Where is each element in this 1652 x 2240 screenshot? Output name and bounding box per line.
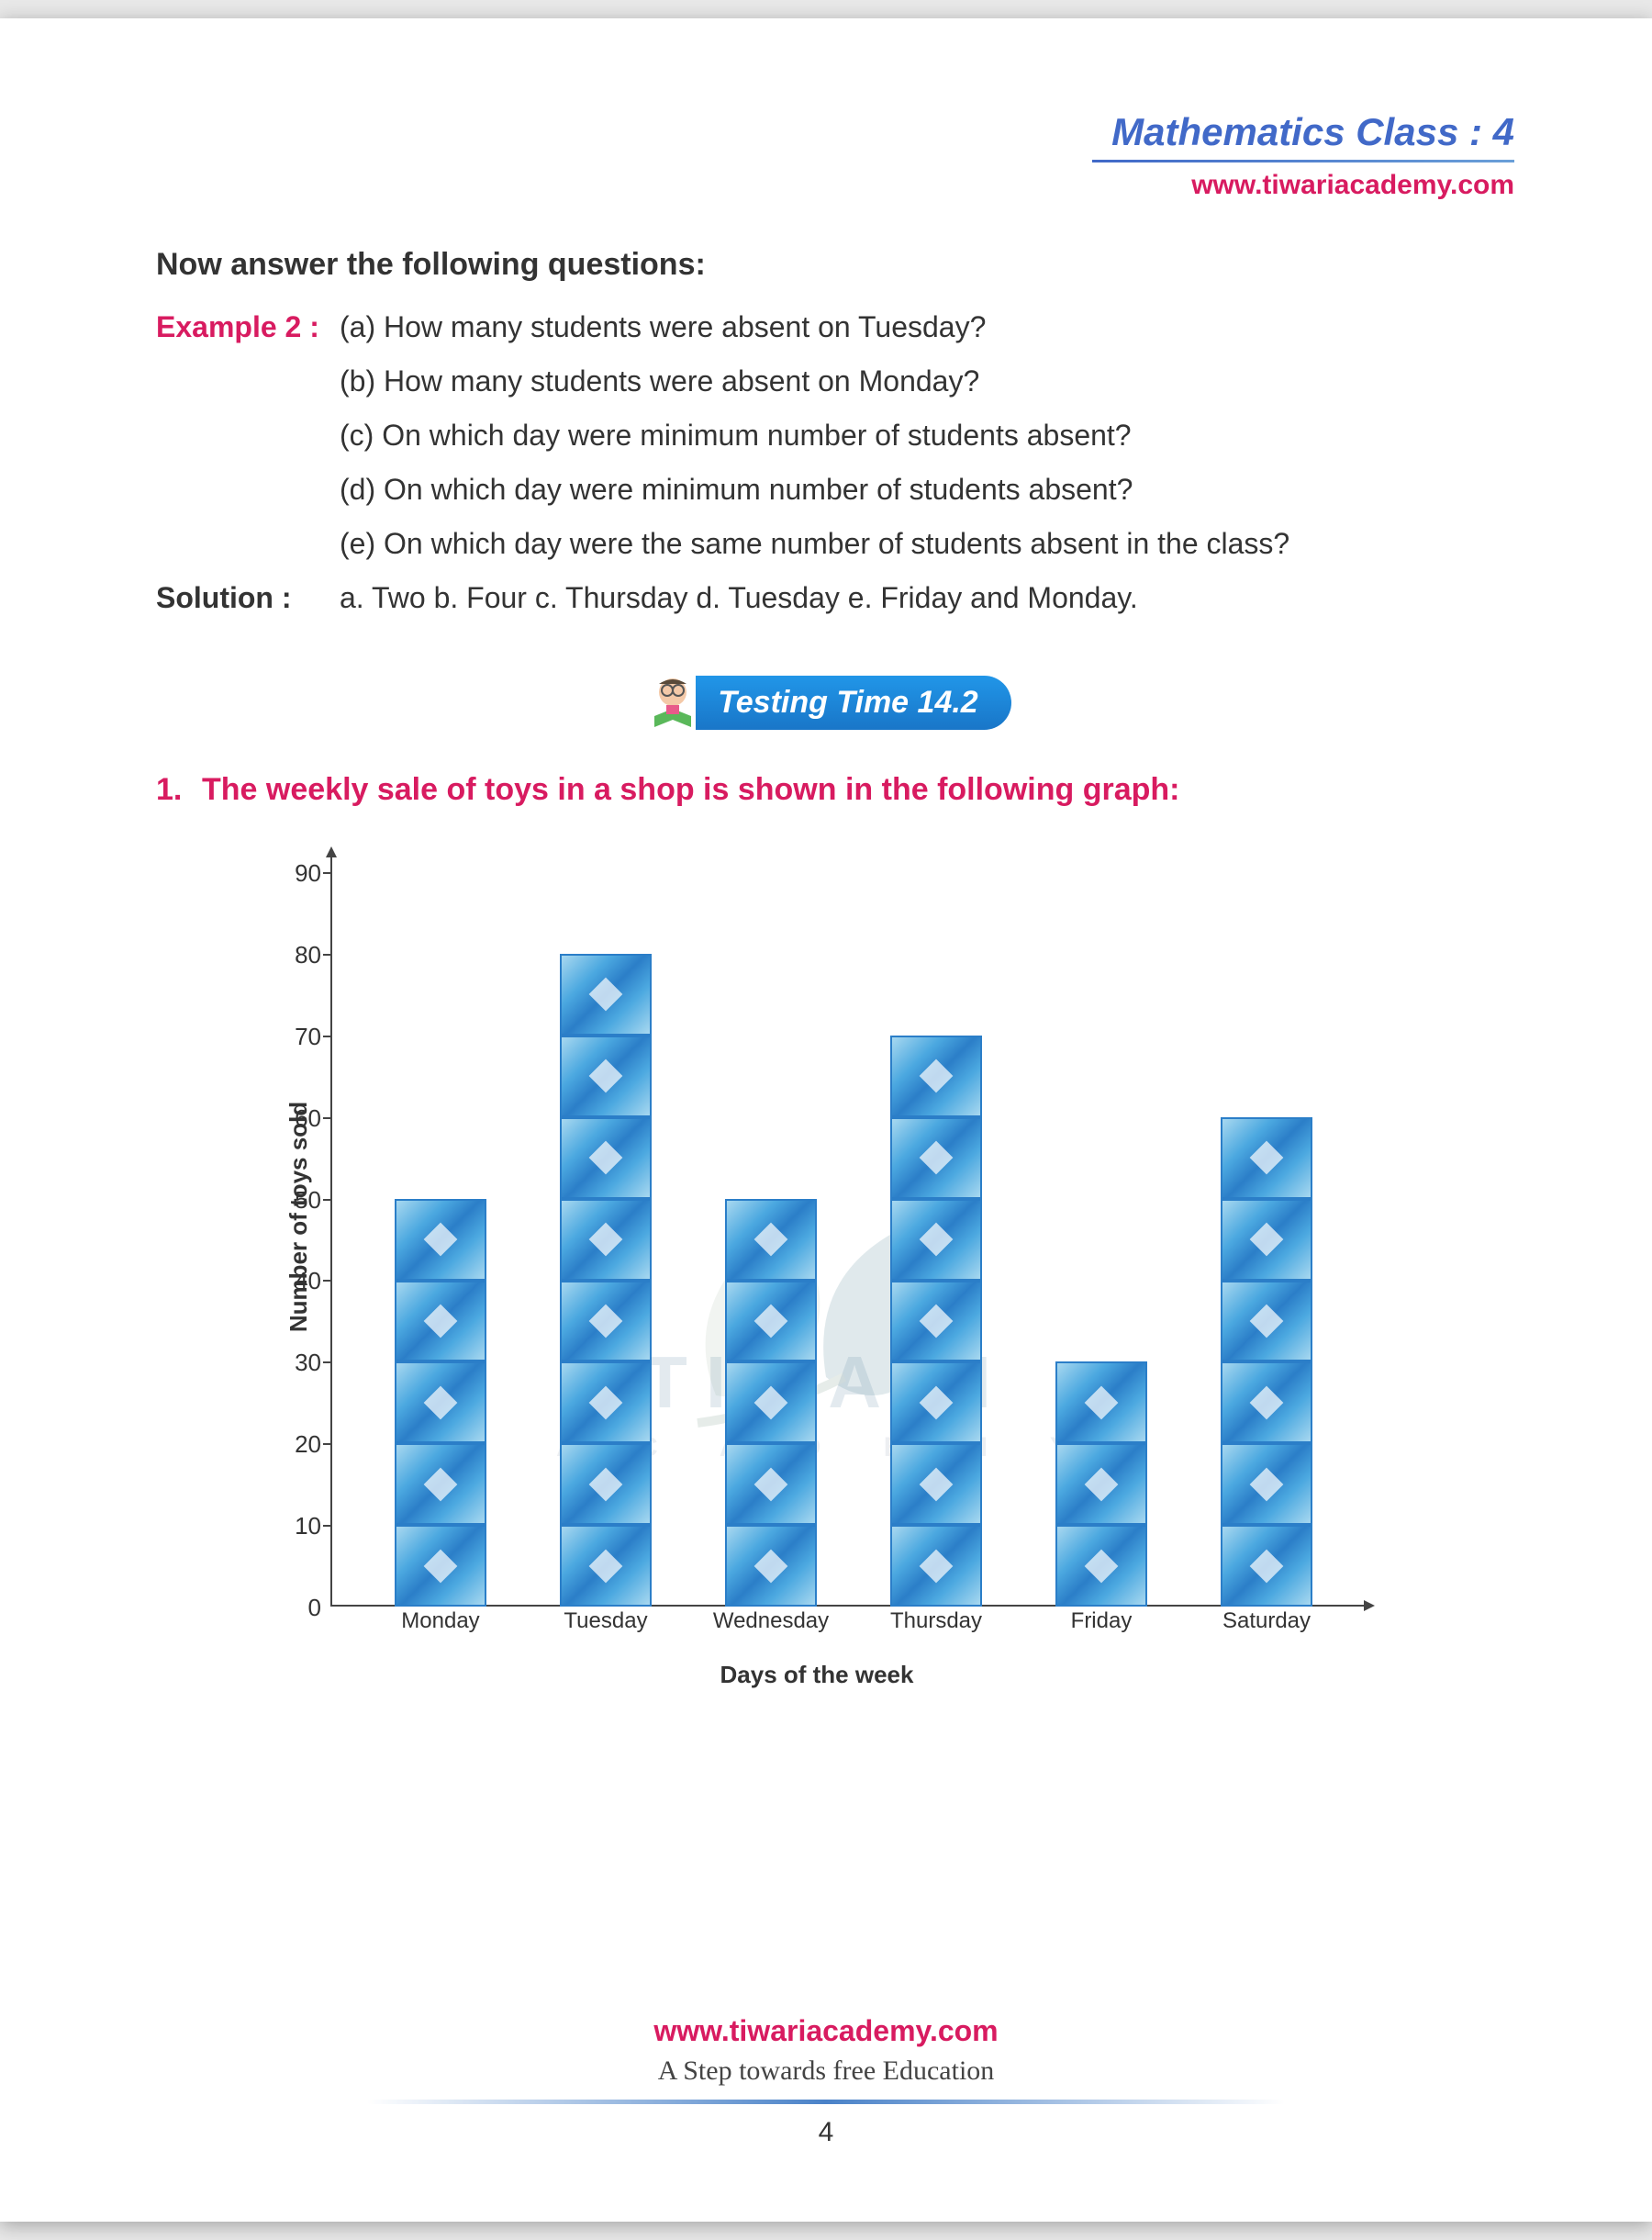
y-tick-mark [323, 1361, 332, 1363]
x-category-label: Friday [1037, 1608, 1166, 1634]
solution-label: Solution : [156, 581, 340, 615]
y-axis-label: Number of toys sold [285, 1102, 313, 1332]
example-a: (a) How many students were absent on Tue… [340, 310, 986, 344]
example-row-e: (e) On which day were the same number of… [340, 527, 1514, 561]
example-row-c: (c) On which day were minimum number of … [340, 419, 1514, 453]
page: TIWARI A C A D E M Y Mathematics Class :… [0, 18, 1652, 2222]
question-1: 1. The weekly sale of toys in a shop is … [156, 772, 1514, 808]
child-reading-icon [641, 670, 705, 734]
y-tick-label: 50 [285, 1186, 321, 1215]
y-tick-mark [323, 1199, 332, 1201]
chart-wrap: Number of toys sold Days of the week 010… [266, 854, 1514, 1662]
y-tick-label: 10 [285, 1512, 321, 1540]
header-underline [1092, 160, 1514, 162]
question-text: The weekly sale of toys in a shop is sho… [202, 772, 1179, 808]
badge-text: Testing Time 14.2 [696, 676, 1010, 730]
y-tick-label: 60 [285, 1104, 321, 1133]
badge-wrap: Testing Time 14.2 [138, 670, 1514, 739]
example-row-a: Example 2 : (a) How many students were a… [156, 310, 1514, 344]
page-number: 4 [0, 2117, 1652, 2148]
y-tick-label: 90 [285, 859, 321, 888]
y-tick-mark [323, 1117, 332, 1119]
solution-text: a. Two b. Four c. Thursday d. Tuesday e.… [340, 581, 1138, 615]
y-axis [330, 854, 332, 1607]
example-row-d: (d) On which day were minimum number of … [340, 473, 1514, 507]
intro-text: Now answer the following questions: [156, 247, 1514, 283]
x-category-label: Thursday [872, 1608, 1000, 1634]
question-num: 1. [156, 772, 202, 808]
y-tick-mark [323, 1036, 332, 1037]
example-row-b: (b) How many students were absent on Mon… [340, 364, 1514, 398]
x-category-label: Saturday [1202, 1608, 1331, 1634]
footer-url: www.tiwariacademy.com [0, 2014, 1652, 2048]
footer: www.tiwariacademy.com A Step towards fre… [0, 2014, 1652, 2148]
bar-chart: Number of toys sold Days of the week 010… [266, 854, 1367, 1662]
header-url: www.tiwariacademy.com [138, 170, 1514, 201]
y-tick-label: 70 [285, 1023, 321, 1051]
header-title: Mathematics Class : 4 [138, 110, 1514, 154]
y-tick-mark [323, 954, 332, 956]
y-tick-label: 80 [285, 941, 321, 969]
y-tick-label: 0 [285, 1594, 321, 1622]
y-tick-mark [323, 872, 332, 874]
y-tick-label: 20 [285, 1430, 321, 1459]
y-tick-label: 30 [285, 1349, 321, 1377]
x-axis-label: Days of the week [266, 1661, 1367, 1689]
example-label: Example 2 : [156, 310, 340, 344]
x-category-label: Wednesday [707, 1608, 835, 1634]
solution-row: Solution : a. Two b. Four c. Thursday d.… [156, 581, 1514, 615]
x-category-label: Tuesday [541, 1608, 670, 1634]
badge: Testing Time 14.2 [641, 670, 1010, 734]
y-tick-mark [323, 1525, 332, 1527]
x-category-label: Monday [376, 1608, 505, 1634]
y-tick-mark [323, 1280, 332, 1282]
y-tick-label: 40 [285, 1267, 321, 1295]
y-tick-mark [323, 1443, 332, 1445]
y-axis-arrow [326, 846, 337, 857]
x-axis-arrow [1364, 1600, 1375, 1611]
footer-tag: A Step towards free Education [0, 2055, 1652, 2087]
header: Mathematics Class : 4 www.tiwariacademy.… [138, 110, 1514, 201]
footer-line [367, 2100, 1285, 2104]
